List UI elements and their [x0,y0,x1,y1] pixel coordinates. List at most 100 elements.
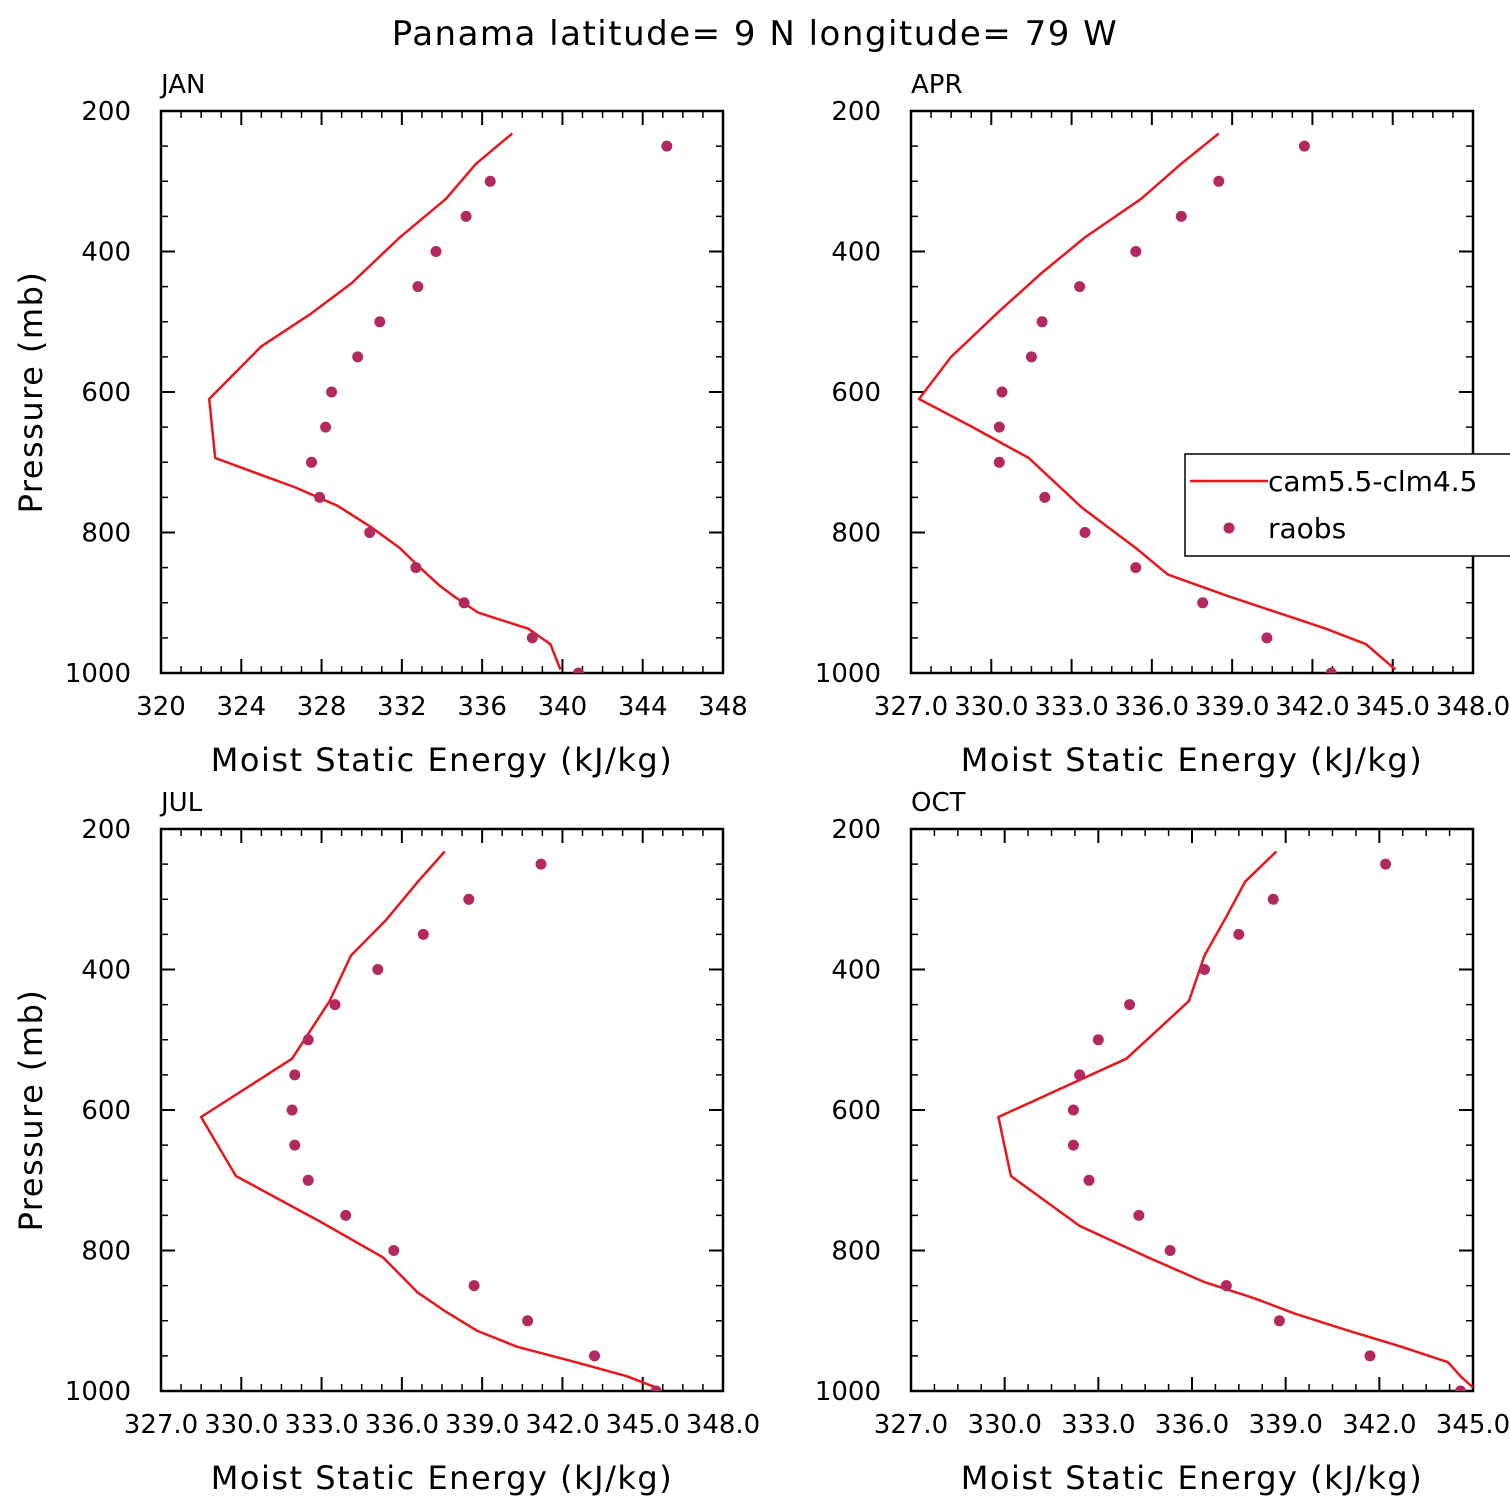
data-point-raobs [1267,893,1279,905]
data-point-raobs [364,527,376,538]
x-tick-label: 324 [216,692,266,722]
data-point-raobs [1233,928,1245,940]
data-point-raobs [650,1385,662,1391]
y-tick-label: 200 [81,97,131,127]
x-tick-label: 348.0 [1436,692,1510,722]
data-point-raobs [388,1245,400,1256]
x-tick-label: 336 [457,692,507,722]
x-tick-label: 345.0 [1436,1410,1510,1440]
data-point-raobs [1455,1385,1466,1391]
y-tick-label: 800 [831,1237,881,1267]
data-point-raobs [1039,491,1051,503]
x-tick-label: 333.0 [1034,692,1108,722]
data-point-raobs [329,999,341,1011]
data-point-raobs [1261,632,1273,644]
data-point-raobs [1380,858,1392,870]
data-point-raobs [1213,175,1225,187]
data-point-raobs [1074,1069,1086,1081]
x-tick-label: 333.0 [284,1410,358,1440]
data-point-raobs [372,964,384,975]
series-line-model [997,850,1473,1389]
panel-label: JUL [159,788,203,818]
x-axis-label: Moist Static Energy (kJ/kg) [961,1459,1423,1497]
data-point-raobs [573,667,584,673]
x-tick-label: 327.0 [874,1410,948,1440]
y-tick-label: 200 [81,815,131,845]
y-tick-label: 1000 [65,1377,131,1407]
y-tick-label: 400 [81,238,131,268]
y-tick-label: 400 [81,956,131,986]
data-point-raobs [463,893,475,905]
data-point-raobs [1220,1280,1232,1292]
x-tick-label: 340 [538,692,588,722]
x-tick-label: 348.0 [686,1410,760,1440]
x-tick-label: 339.0 [445,1410,519,1440]
data-point-raobs [1025,351,1037,363]
data-point-raobs [320,421,332,433]
x-tick-label: 327.0 [124,1410,198,1440]
x-tick-label: 336.0 [1115,692,1189,722]
panel-oct: OCT 327.0 330.0 333.0 336.0 339.0 342.0 345.0 20… [815,788,1510,1497]
x-tick-label: 330.0 [204,1410,278,1440]
x-tick-label: 336.0 [365,1410,439,1440]
data-point-raobs [993,456,1005,468]
data-point-raobs [289,1069,301,1081]
data-point-raobs [1325,667,1337,673]
data-point-raobs [484,175,496,187]
panel-label: APR [911,70,963,100]
data-point-raobs [993,421,1005,433]
data-point-raobs [1273,1315,1285,1327]
y-tick-label: 800 [831,519,881,549]
data-point-raobs [1199,964,1210,975]
data-point-raobs [1067,1104,1079,1116]
data-point-raobs [412,281,424,293]
x-tick-label: 339.0 [1195,692,1269,722]
panel-label: OCT [911,788,966,818]
x-tick-label: 342.0 [1275,692,1349,722]
x-axis-label: Moist Static Energy (kJ/kg) [211,1459,673,1497]
data-point-raobs [302,1034,314,1046]
data-point-raobs [352,351,364,363]
data-point-raobs [1083,1174,1095,1186]
x-tick-label: 336.0 [1155,1410,1229,1440]
data-point-raobs [468,1280,480,1292]
y-tick-label: 1000 [815,1377,881,1407]
x-tick-label: 344 [618,692,668,722]
plot-frame [909,109,1475,675]
x-tick-label: 345.0 [1355,692,1429,722]
y-axis-label: Pressure (mb) [12,989,50,1232]
y-tick-label: 600 [81,378,131,408]
panel-apr: APR 327.0 330.0 333.0 336.0 339.0 342.0 345.0 34… [815,70,1510,779]
x-tick-label: 320 [136,692,186,722]
data-point-raobs [522,1315,534,1327]
data-point-raobs [1130,562,1142,574]
data-point-raobs [589,1350,600,1362]
legend-dot-swatch [1223,522,1235,534]
series-line-model [207,132,562,670]
data-point-raobs [314,491,326,503]
plot-frame [159,827,725,1393]
plot-frame [909,827,1475,1393]
x-tick-label: 327.0 [874,692,948,722]
legend: cam5.5-clm4.5 raobs [1184,453,1510,557]
data-point-raobs [526,632,538,644]
data-point-raobs [1067,1139,1079,1151]
figure-title: Panama latitude= 9 N longitude= 79 W [392,14,1119,54]
y-tick-label: 600 [831,1096,881,1126]
data-point-raobs [306,456,317,468]
y-tick-label: 800 [81,1237,131,1267]
panel-jan: JAN 320 324 328 332 336 340 344 348 200 400 600 800 1… [12,70,748,779]
data-point-raobs [1036,316,1048,328]
data-point-raobs [996,386,1008,398]
x-tick-label: 342.0 [1342,1410,1416,1440]
y-tick-label: 200 [831,815,881,845]
series-line-model [917,132,1397,671]
panel-label: JAN [159,70,205,100]
data-point-raobs [340,1209,352,1221]
y-tick-label: 400 [831,956,881,986]
data-point-raobs [661,140,673,152]
data-point-raobs [1197,597,1209,609]
data-point-raobs [1092,1034,1104,1046]
